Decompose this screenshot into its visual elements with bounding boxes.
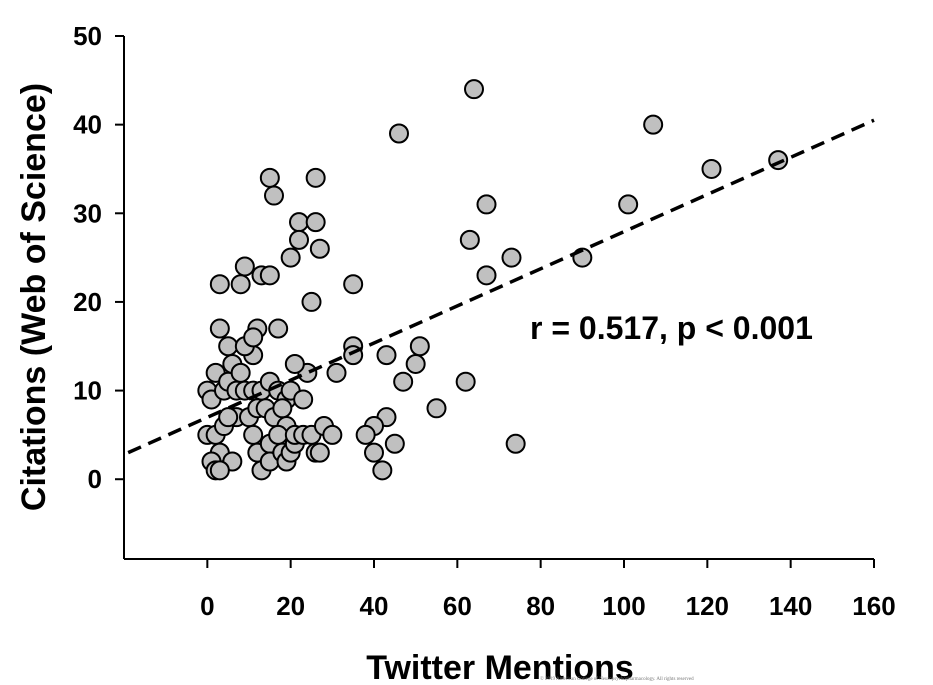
y-tick-label: 50	[73, 21, 102, 51]
data-point	[343, 274, 364, 295]
data-point	[701, 158, 722, 179]
y-tick-label: 0	[88, 464, 102, 494]
data-point	[209, 460, 230, 481]
y-tick-label: 10	[73, 376, 102, 406]
data-point	[476, 265, 497, 286]
data-point	[505, 433, 526, 454]
data-point	[426, 398, 447, 419]
x-tick-label: 140	[769, 591, 812, 621]
data-point	[364, 442, 384, 463]
data-point	[476, 194, 497, 215]
plot-area: 0 20 40 60 80 100 120 140 160 0 10 20 30 40 50	[73, 21, 896, 621]
y-tick-label: 40	[73, 110, 102, 140]
correlation-annotation: r = 0.517, p < 0.001	[530, 310, 813, 346]
data-point	[372, 460, 393, 481]
data-point	[464, 79, 484, 100]
data-point	[305, 167, 326, 188]
data-point	[230, 274, 251, 295]
data-point	[234, 256, 255, 277]
y-tick-label: 30	[73, 198, 102, 228]
data-point	[305, 212, 326, 233]
data-point	[322, 424, 343, 445]
data-point	[289, 229, 309, 250]
data-point	[209, 318, 230, 339]
data-point	[272, 398, 293, 419]
x-axis-title: Twitter Mentions	[366, 649, 634, 685]
data-point	[309, 238, 330, 259]
x-tick-label: 120	[686, 591, 729, 621]
data-point	[293, 389, 314, 410]
x-tick-label: 20	[276, 591, 305, 621]
data-point	[643, 114, 664, 135]
x-tick-label: 40	[360, 591, 389, 621]
data-point	[218, 407, 239, 428]
x-tick-label: 80	[526, 591, 555, 621]
data-point	[409, 336, 430, 357]
data-point	[264, 185, 284, 206]
y-tick-label: 20	[73, 287, 102, 317]
data-point	[230, 362, 251, 383]
trend-line	[127, 118, 875, 455]
data-point	[280, 247, 301, 268]
data-point	[326, 362, 347, 383]
y-axis-title: Citations (Web of Science)	[15, 83, 53, 511]
data-point	[259, 265, 280, 286]
data-point	[459, 229, 480, 250]
data-point	[455, 371, 476, 392]
data-point	[355, 424, 376, 445]
data-point	[384, 433, 405, 454]
data-point	[309, 442, 330, 463]
data-point	[376, 345, 397, 366]
data-point	[259, 167, 280, 188]
x-tick-label: 0	[200, 591, 214, 621]
data-point	[618, 194, 639, 215]
data-point	[405, 353, 426, 374]
data-point	[389, 123, 409, 144]
copyright-notice: © 2019 American College of Neuropsychoph…	[540, 677, 694, 682]
data-point	[284, 353, 305, 374]
data-point	[289, 212, 309, 233]
data-point	[268, 424, 289, 445]
data-point	[301, 291, 322, 312]
x-tick-label: 60	[443, 591, 472, 621]
x-tick-label: 100	[602, 591, 645, 621]
data-point	[209, 274, 230, 295]
data-point	[243, 327, 264, 348]
data-point	[501, 247, 522, 268]
x-tick-label: 160	[852, 591, 895, 621]
data-point	[268, 318, 289, 339]
data-point	[218, 336, 239, 357]
data-point	[243, 424, 264, 445]
data-point	[393, 371, 414, 392]
